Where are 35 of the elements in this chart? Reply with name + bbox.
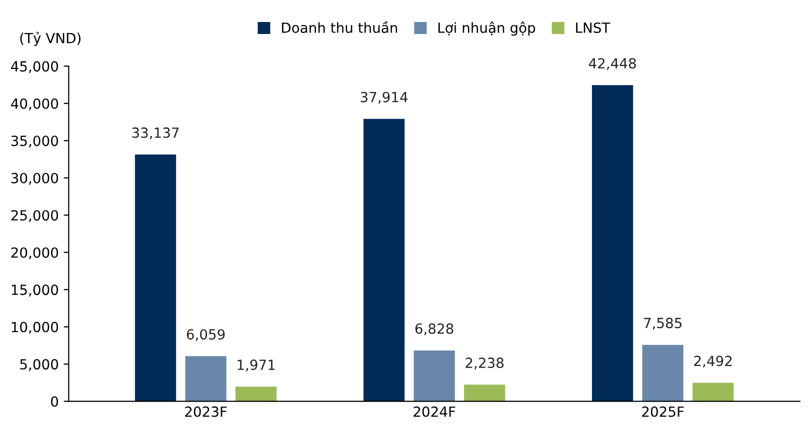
- data-label: 6,828: [415, 323, 454, 336]
- y-axis-title: (Tỷ VND): [20, 32, 80, 46]
- legend-label: LNST: [576, 22, 610, 33]
- y-tick-label: 5,000: [20, 359, 58, 371]
- y-tick-label: 35,000: [11, 136, 58, 148]
- y-tick-label: 45,000: [11, 61, 58, 74]
- y-tick-label: 15,000: [12, 284, 58, 296]
- bar: [464, 384, 506, 402]
- data-label: 2,238: [466, 358, 504, 370]
- x-tick-label: 2023F: [185, 406, 227, 417]
- bar: [642, 344, 684, 402]
- bar: [134, 154, 176, 402]
- y-tick-label: 40,000: [11, 98, 58, 110]
- y-tick-label: 10,000: [12, 322, 58, 334]
- data-label: 7,585: [644, 318, 682, 330]
- x-tick-label: 2024F: [414, 406, 456, 417]
- data-label: 37,914: [360, 92, 408, 104]
- y-tick-label: 30,000: [11, 172, 58, 185]
- legend-label: Doanh thu thuần: [282, 21, 398, 33]
- data-label: 33,137: [132, 127, 179, 140]
- bar: [235, 386, 277, 402]
- y-tick-label: 20,000: [11, 247, 58, 260]
- data-label: 1,971: [238, 360, 275, 372]
- data-label: 42,448: [588, 58, 636, 70]
- bar: [363, 118, 405, 402]
- bar: [692, 382, 734, 402]
- bar: [592, 85, 634, 402]
- legend-label: Lợi nhuận gộp: [438, 22, 536, 36]
- bar: [414, 350, 455, 402]
- data-label: 6,059: [186, 329, 225, 342]
- y-tick-label: 25,000: [11, 210, 58, 222]
- y-tick-label: 0: [51, 396, 58, 407]
- x-tick-label: 2025F: [642, 406, 684, 417]
- data-label: 2,492: [694, 356, 732, 368]
- bar: [185, 356, 226, 402]
